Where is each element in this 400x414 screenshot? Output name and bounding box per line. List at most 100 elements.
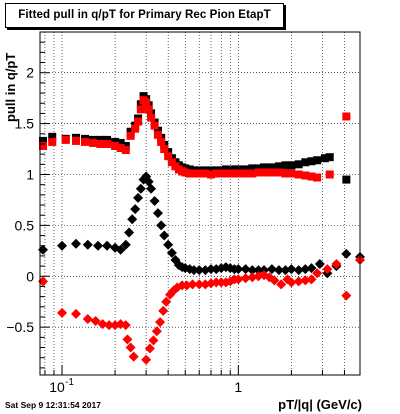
data-point bbox=[136, 100, 145, 109]
data-point bbox=[207, 166, 216, 175]
x-tick-label: 1 bbox=[234, 379, 242, 395]
data-point bbox=[206, 264, 217, 275]
data-point bbox=[212, 169, 221, 178]
data-point bbox=[126, 131, 135, 140]
data-point bbox=[260, 163, 269, 172]
data-point bbox=[111, 141, 120, 150]
data-point bbox=[93, 240, 104, 251]
data-point bbox=[97, 319, 108, 330]
data-point bbox=[195, 169, 204, 178]
data-point bbox=[266, 264, 277, 275]
data-point bbox=[188, 265, 199, 276]
data-point bbox=[148, 335, 159, 346]
data-point bbox=[61, 135, 70, 144]
data-point bbox=[152, 208, 163, 219]
data-point bbox=[294, 160, 303, 169]
data-point bbox=[247, 265, 258, 276]
series-2 bbox=[38, 171, 365, 279]
data-point bbox=[57, 240, 68, 251]
y-tick-label: 2 bbox=[26, 65, 34, 81]
data-point bbox=[314, 259, 325, 270]
y-tick-label: 1.5 bbox=[15, 116, 35, 132]
data-point bbox=[273, 265, 284, 276]
data-marks bbox=[38, 92, 365, 365]
data-point bbox=[287, 169, 296, 178]
data-point bbox=[341, 248, 352, 259]
chart-title: Fitted pull in q/pT for Primary Rec Pion… bbox=[5, 3, 284, 28]
data-point bbox=[81, 137, 90, 146]
data-point bbox=[300, 275, 311, 286]
data-point bbox=[187, 279, 198, 290]
data-point bbox=[293, 265, 304, 276]
y-tick-label: 1 bbox=[26, 166, 34, 182]
data-point bbox=[293, 276, 304, 287]
data-point bbox=[226, 169, 235, 178]
data-point bbox=[247, 272, 258, 283]
data-point bbox=[276, 279, 287, 290]
data-point bbox=[116, 144, 125, 153]
data-point bbox=[155, 317, 166, 328]
data-point bbox=[158, 305, 169, 316]
data-point bbox=[71, 136, 80, 145]
data-point bbox=[57, 307, 68, 318]
data-point bbox=[121, 146, 130, 155]
data-point bbox=[248, 169, 257, 178]
data-point bbox=[126, 127, 135, 136]
data-point bbox=[89, 138, 98, 147]
data-point bbox=[325, 170, 334, 179]
data-point bbox=[269, 275, 280, 286]
data-point bbox=[104, 320, 115, 331]
data-point bbox=[331, 259, 342, 270]
data-point bbox=[221, 165, 230, 174]
data-point bbox=[120, 239, 131, 250]
data-point bbox=[320, 154, 329, 163]
data-point bbox=[253, 265, 264, 276]
data-point bbox=[185, 169, 194, 178]
data-point bbox=[144, 343, 155, 354]
y-axis-label: pull in q/pT bbox=[3, 52, 18, 122]
data-point bbox=[201, 169, 210, 178]
data-point bbox=[38, 244, 49, 255]
data-point bbox=[70, 308, 81, 319]
grid-lines bbox=[40, 32, 360, 375]
data-point bbox=[48, 132, 57, 141]
data-point bbox=[121, 141, 130, 150]
data-point bbox=[163, 239, 174, 250]
data-point bbox=[136, 105, 145, 114]
data-point bbox=[240, 264, 251, 275]
data-point bbox=[281, 161, 290, 170]
data-point bbox=[241, 165, 250, 174]
data-point bbox=[325, 153, 334, 162]
data-point bbox=[48, 137, 57, 146]
data-point bbox=[124, 227, 135, 238]
data-point bbox=[38, 276, 49, 287]
y-tick-label: −0.5 bbox=[6, 319, 34, 335]
data-point bbox=[167, 158, 176, 167]
data-point bbox=[301, 158, 310, 167]
series-1 bbox=[39, 96, 351, 182]
data-point bbox=[96, 139, 105, 148]
data-point bbox=[102, 240, 113, 251]
data-point bbox=[147, 109, 156, 118]
data-point bbox=[133, 192, 144, 203]
data-point bbox=[287, 161, 296, 170]
data-point bbox=[159, 230, 170, 241]
data-point bbox=[157, 137, 166, 146]
x-tick-label: 10 bbox=[49, 379, 65, 395]
data-point bbox=[307, 157, 316, 166]
data-point bbox=[115, 244, 126, 255]
data-point bbox=[313, 173, 322, 182]
data-point bbox=[312, 268, 323, 279]
data-point bbox=[161, 296, 172, 307]
data-point bbox=[233, 264, 244, 275]
x-tick-exponent: -1 bbox=[65, 377, 74, 388]
data-point bbox=[134, 117, 143, 126]
timestamp-label: Sat Sep 9 12:31:54 2017 bbox=[5, 400, 101, 410]
data-point bbox=[259, 265, 270, 276]
data-point bbox=[181, 168, 190, 177]
data-point bbox=[147, 113, 156, 122]
data-point bbox=[217, 169, 226, 178]
data-point bbox=[82, 239, 93, 250]
data-point bbox=[260, 168, 269, 177]
data-point bbox=[103, 139, 112, 148]
